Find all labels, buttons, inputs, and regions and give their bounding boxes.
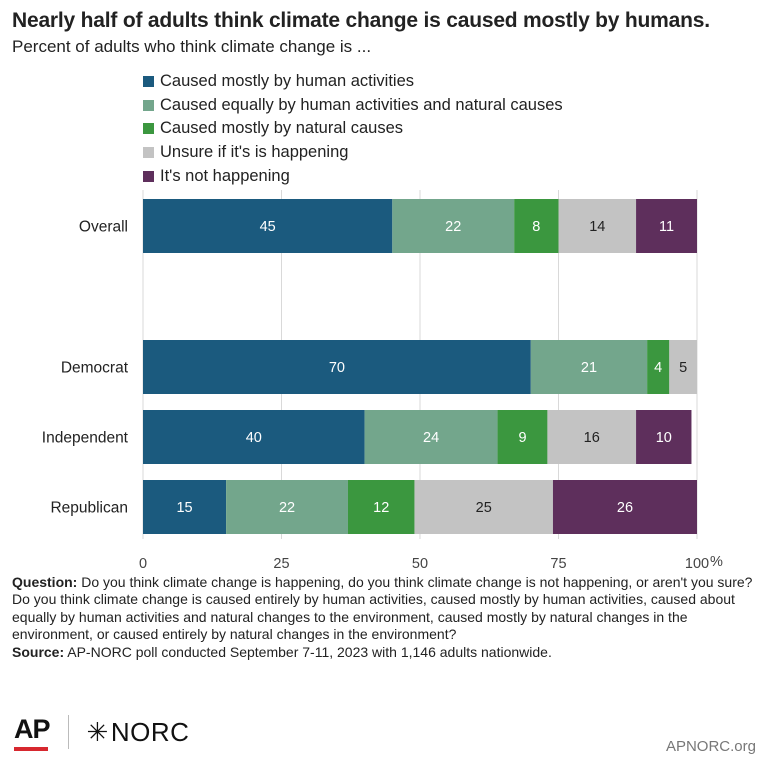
bar-segment xyxy=(414,480,553,534)
footer-logos: AP ✳ NORC xyxy=(14,712,189,752)
data-label: 11 xyxy=(659,219,674,235)
question-label: Question: xyxy=(12,574,78,590)
source: Source: AP-NORC poll conducted September… xyxy=(12,644,758,661)
notes: Question: Do you think climate change is… xyxy=(12,574,758,661)
norc-star-icon: ✳ xyxy=(86,716,109,747)
data-label: 45 xyxy=(260,219,276,235)
legend-item: It's not happening xyxy=(143,164,563,188)
legend-item: Caused mostly by natural causes xyxy=(143,117,563,141)
bar-segment xyxy=(392,199,515,253)
category-label: Democrat xyxy=(61,360,129,377)
data-label: 22 xyxy=(279,500,295,516)
legend-label: Caused mostly by natural causes xyxy=(160,119,404,138)
bar-segment xyxy=(636,410,692,464)
bar-segment xyxy=(226,480,348,534)
bar-segment xyxy=(530,340,648,394)
legend-swatch xyxy=(143,76,154,88)
x-tick-label: 100 xyxy=(685,556,709,570)
data-label: 12 xyxy=(373,500,389,516)
bar-segment xyxy=(347,480,415,534)
x-tick-label: 0 xyxy=(139,556,147,570)
bar-segment xyxy=(514,199,559,253)
legend-swatch xyxy=(143,170,154,182)
bar-segment xyxy=(558,199,637,253)
ap-logo: AP xyxy=(14,714,51,751)
data-label: 22 xyxy=(445,219,461,235)
data-label: 25 xyxy=(476,500,492,516)
data-label: 16 xyxy=(584,430,600,446)
question-2: Do you think climate change is caused en… xyxy=(12,591,735,643)
legend-label: It's not happening xyxy=(160,166,290,185)
data-label: 4 xyxy=(654,360,662,376)
category-label: Overall xyxy=(79,219,128,236)
source-label: Source: xyxy=(12,643,65,660)
category-label: Independent xyxy=(42,430,129,447)
data-label: 14 xyxy=(589,219,605,235)
bar-segment xyxy=(552,480,697,534)
legend-label: Caused equally by human activities and n… xyxy=(160,95,563,114)
data-label: 40 xyxy=(246,430,262,446)
data-label: 70 xyxy=(329,360,345,376)
data-label: 9 xyxy=(518,430,526,446)
norc-logo: ✳ NORC xyxy=(87,717,190,748)
chart-subtitle: Percent of adults who think climate chan… xyxy=(12,37,372,56)
logo-divider xyxy=(67,715,69,749)
bar-segment xyxy=(669,340,697,394)
data-label: 15 xyxy=(176,500,192,516)
legend-item: Caused equally by human activities and n… xyxy=(143,94,563,118)
bar-segment xyxy=(547,410,637,464)
data-label: 21 xyxy=(581,360,597,376)
x-tick-label: 25 xyxy=(273,556,289,570)
data-label: 26 xyxy=(617,500,633,516)
legend-label: Caused mostly by human activities xyxy=(160,72,415,91)
legend-swatch xyxy=(143,99,154,111)
x-unit-label: % xyxy=(710,554,723,570)
data-label: 5 xyxy=(679,360,687,376)
bar-segment xyxy=(143,410,365,464)
bar-segment xyxy=(647,340,670,394)
data-label: 10 xyxy=(656,430,672,446)
site-url: APNORC.org xyxy=(665,738,756,755)
legend-item: Caused mostly by human activities xyxy=(143,70,563,94)
legend-swatch xyxy=(143,147,154,159)
question-1: Question: Do you think climate change is… xyxy=(12,574,758,591)
data-label: 8 xyxy=(532,219,540,235)
question-1-text: Do you think climate change is happening… xyxy=(81,574,753,590)
x-tick-label: 50 xyxy=(412,556,428,570)
source-text: AP-NORC poll conducted September 7-11, 2… xyxy=(67,643,552,660)
legend-item: Unsure if it's is happening xyxy=(143,141,563,165)
legend-swatch xyxy=(143,123,154,135)
norc-logo-text: NORC xyxy=(110,716,190,747)
bar-segment xyxy=(497,410,548,464)
legend-label: Unsure if it's is happening xyxy=(160,143,349,162)
data-label: 24 xyxy=(423,430,439,446)
bar-segment xyxy=(364,410,498,464)
legend: Caused mostly by human activities Caused … xyxy=(143,70,563,188)
bar-segment xyxy=(143,199,393,253)
bar-segment xyxy=(143,480,227,534)
chart-title: Nearly half of adults think climate chan… xyxy=(12,9,710,32)
bar-segment xyxy=(636,199,697,253)
category-label: Republican xyxy=(50,500,128,517)
x-tick-label: 75 xyxy=(550,556,566,570)
bar-segment xyxy=(143,340,531,394)
